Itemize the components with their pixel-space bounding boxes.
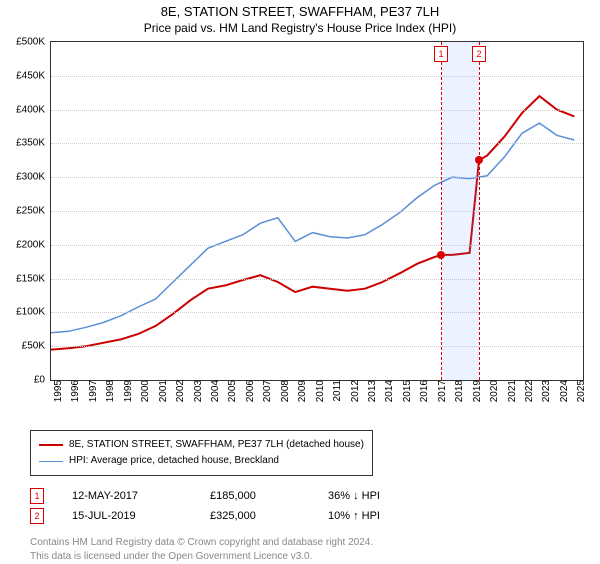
x-tick-label: 2019 — [468, 380, 483, 402]
transaction-price: £185,000 — [210, 486, 300, 506]
transaction-delta: 36% ↓ HPI — [328, 486, 380, 506]
x-tick-label: 2016 — [415, 380, 430, 402]
transaction-marker: 1 — [434, 46, 448, 62]
y-tick-label: £50K — [22, 341, 51, 352]
x-tick-label: 2023 — [537, 380, 552, 402]
attribution-line2: This data is licensed under the Open Gov… — [30, 550, 584, 564]
x-tick-label: 1998 — [101, 380, 116, 402]
gridline — [51, 177, 583, 178]
gridline — [51, 143, 583, 144]
y-tick-label: £200K — [16, 239, 51, 250]
transaction-marker: 2 — [472, 46, 486, 62]
legend-box: 8E, STATION STREET, SWAFFHAM, PE37 7LH (… — [30, 430, 373, 476]
gridline — [51, 312, 583, 313]
transaction-date: 15-JUL-2019 — [72, 506, 182, 526]
transaction-id-box: 2 — [30, 508, 44, 524]
y-tick-label: £400K — [16, 104, 51, 115]
chart-title: 8E, STATION STREET, SWAFFHAM, PE37 7LH — [0, 0, 600, 19]
x-tick-label: 2009 — [293, 380, 308, 402]
y-tick-label: £450K — [16, 70, 51, 81]
gridline — [51, 245, 583, 246]
chart-area: £0£50K£100K£150K£200K£250K£300K£350K£400… — [50, 41, 584, 411]
x-tick-label: 2021 — [503, 380, 518, 402]
x-tick-label: 2001 — [154, 380, 169, 402]
transaction-price: £325,000 — [210, 506, 300, 526]
transaction-dot — [475, 156, 483, 164]
transaction-row: 1 12-MAY-2017 £185,000 36% ↓ HPI — [30, 486, 584, 506]
transaction-row: 2 15-JUL-2019 £325,000 10% ↑ HPI — [30, 506, 584, 526]
gridline — [51, 346, 583, 347]
x-tick-label: 2014 — [380, 380, 395, 402]
gridline — [51, 279, 583, 280]
legend-row: 8E, STATION STREET, SWAFFHAM, PE37 7LH (… — [39, 437, 364, 453]
x-tick-label: 1995 — [49, 380, 64, 402]
x-tick-label: 1997 — [84, 380, 99, 402]
legend-swatch — [39, 444, 63, 446]
x-tick-label: 2017 — [433, 380, 448, 402]
transaction-date: 12-MAY-2017 — [72, 486, 182, 506]
x-tick-label: 2013 — [363, 380, 378, 402]
x-tick-label: 2025 — [572, 380, 587, 402]
transaction-dot — [437, 251, 445, 259]
x-tick-label: 2002 — [171, 380, 186, 402]
x-tick-label: 2010 — [311, 380, 326, 402]
x-tick-label: 2006 — [241, 380, 256, 402]
y-tick-label: £350K — [16, 138, 51, 149]
y-tick-label: £250K — [16, 206, 51, 217]
chart-subtitle: Price paid vs. HM Land Registry's House … — [0, 19, 600, 41]
gridline — [51, 211, 583, 212]
y-tick-label: £500K — [16, 37, 51, 48]
legend-label: HPI: Average price, detached house, Brec… — [69, 453, 279, 469]
x-tick-label: 2000 — [136, 380, 151, 402]
x-tick-label: 2022 — [520, 380, 535, 402]
legend-row: HPI: Average price, detached house, Brec… — [39, 453, 364, 469]
x-tick-label: 2005 — [223, 380, 238, 402]
x-tick-label: 2004 — [206, 380, 221, 402]
plot-region: £0£50K£100K£150K£200K£250K£300K£350K£400… — [50, 41, 584, 381]
attribution-line1: Contains HM Land Registry data © Crown c… — [30, 536, 584, 550]
x-tick-label: 2020 — [485, 380, 500, 402]
x-tick-label: 2003 — [189, 380, 204, 402]
y-tick-label: £150K — [16, 273, 51, 284]
x-tick-label: 2015 — [398, 380, 413, 402]
x-tick-label: 2024 — [555, 380, 570, 402]
transaction-delta: 10% ↑ HPI — [328, 506, 380, 526]
y-tick-label: £300K — [16, 172, 51, 183]
series-line — [51, 123, 574, 333]
transactions-table: 1 12-MAY-2017 £185,000 36% ↓ HPI 2 15-JUL-201… — [30, 486, 584, 526]
x-tick-label: 2008 — [276, 380, 291, 402]
gridline — [51, 110, 583, 111]
x-tick-label: 2012 — [346, 380, 361, 402]
x-tick-label: 2007 — [258, 380, 273, 402]
x-tick-label: 1996 — [66, 380, 81, 402]
x-tick-label: 2018 — [450, 380, 465, 402]
gridline — [51, 76, 583, 77]
legend-label: 8E, STATION STREET, SWAFFHAM, PE37 7LH (… — [69, 437, 364, 453]
transaction-vline — [479, 42, 480, 380]
x-tick-label: 2011 — [328, 380, 343, 402]
y-tick-label: £100K — [16, 307, 51, 318]
x-tick-label: 1999 — [119, 380, 134, 402]
transaction-id-box: 1 — [30, 488, 44, 504]
legend-swatch — [39, 461, 63, 462]
transaction-vline — [441, 42, 442, 380]
highlight-band — [441, 42, 479, 380]
